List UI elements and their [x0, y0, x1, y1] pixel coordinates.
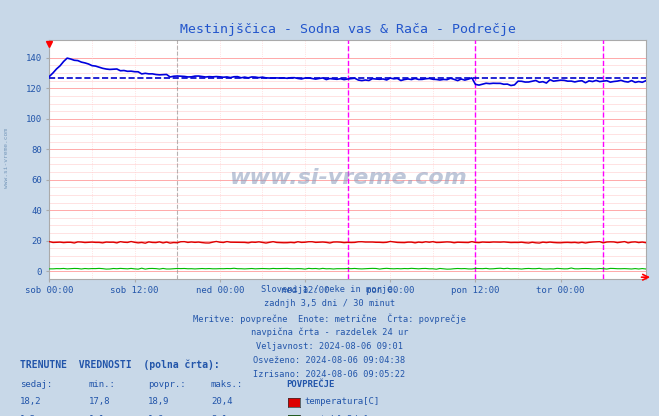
- Text: www.si-vreme.com: www.si-vreme.com: [4, 128, 9, 188]
- Text: navpična črta - razdelek 24 ur: navpična črta - razdelek 24 ur: [251, 327, 408, 337]
- Text: 18,2: 18,2: [20, 397, 42, 406]
- Text: www.si-vreme.com: www.si-vreme.com: [229, 168, 467, 188]
- Text: min.:: min.:: [89, 380, 116, 389]
- Title: Mestinjščica - Sodna vas & Rača - Podrečje: Mestinjščica - Sodna vas & Rača - Podreč…: [180, 22, 515, 36]
- Text: temperatura[C]: temperatura[C]: [304, 397, 380, 406]
- Text: 17,8: 17,8: [89, 397, 111, 406]
- Text: Meritve: povprečne  Enote: metrične  Črta: povprečje: Meritve: povprečne Enote: metrične Črta:…: [193, 313, 466, 324]
- Text: Veljavnost: 2024-08-06 09:01: Veljavnost: 2024-08-06 09:01: [256, 342, 403, 351]
- Text: sedaj:: sedaj:: [20, 380, 52, 389]
- Text: 1,2: 1,2: [20, 415, 36, 416]
- Text: Slovenija / reke in morje.: Slovenija / reke in morje.: [261, 285, 398, 294]
- Text: zadnjh 3,5 dni / 30 minut: zadnjh 3,5 dni / 30 minut: [264, 299, 395, 308]
- Text: TRENUTNE  VREDNOSTI  (polna črta):: TRENUTNE VREDNOSTI (polna črta):: [20, 360, 219, 370]
- Text: Izrisano: 2024-08-06 09:05:22: Izrisano: 2024-08-06 09:05:22: [253, 370, 406, 379]
- Text: 1,6: 1,6: [148, 415, 164, 416]
- Text: 20,4: 20,4: [211, 397, 233, 406]
- Text: 1,1: 1,1: [89, 415, 105, 416]
- Text: POVPREČJE: POVPREČJE: [287, 380, 335, 389]
- Text: pretok[m3/s]: pretok[m3/s]: [304, 415, 369, 416]
- Text: maks.:: maks.:: [211, 380, 243, 389]
- Text: 18,9: 18,9: [148, 397, 170, 406]
- Text: Osveženo: 2024-08-06 09:04:38: Osveženo: 2024-08-06 09:04:38: [253, 356, 406, 365]
- Text: povpr.:: povpr.:: [148, 380, 186, 389]
- Text: 3,1: 3,1: [211, 415, 227, 416]
